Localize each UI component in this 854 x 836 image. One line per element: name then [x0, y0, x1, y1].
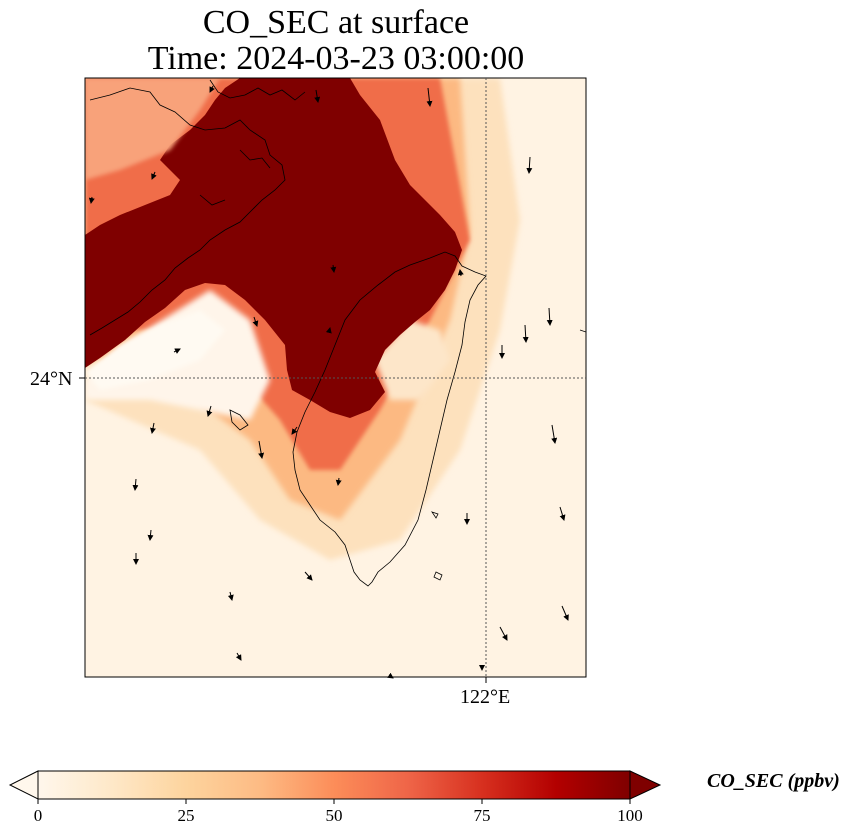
- wind-arrow: [227, 591, 234, 601]
- chart-title-line2: Time: 2024-03-23 03:00:00: [147, 40, 525, 77]
- wind-arrow: [314, 89, 321, 103]
- wind-arrow: [526, 156, 533, 174]
- wind-arrow: [330, 264, 337, 273]
- colorbar-extend-max: [629, 770, 662, 800]
- wind-arrow: [88, 196, 95, 204]
- mainland-coastline: [89, 87, 286, 336]
- wind-arrow: [457, 269, 464, 277]
- wind-arrow: [499, 626, 508, 641]
- colorbar: [8, 770, 662, 804]
- colorbar-tick-label: 50: [325, 806, 343, 825]
- wind-arrow: [173, 348, 181, 354]
- wind-arrow: [522, 324, 529, 343]
- wind-arrow: [258, 440, 265, 459]
- wind-arrow: [546, 307, 553, 326]
- wind-arrow: [132, 478, 139, 491]
- colorbar-tick-label: 100: [617, 806, 643, 825]
- wind-arrow: [387, 672, 394, 679]
- colorbar-label: CO_SEC (ppbv): [707, 770, 840, 792]
- wind-arrow: [426, 87, 433, 107]
- wind-arrow: [206, 405, 213, 417]
- chart-title-line1: CO_SEC at surface: [202, 4, 470, 41]
- map-plot: [79, 77, 587, 683]
- wind-arrow: [252, 316, 259, 327]
- colorbar-tick-label: 25: [177, 806, 195, 825]
- wind-arrow: [151, 171, 157, 180]
- wind-arrow: [209, 85, 215, 93]
- colorbar-gradient: [37, 770, 631, 800]
- taiwan-coastline: [292, 251, 487, 587]
- coastline: [89, 79, 586, 587]
- wind-arrow: [147, 529, 154, 541]
- wind-arrow: [325, 327, 332, 334]
- wind-arrow: [150, 422, 156, 434]
- wind-vectors: [88, 85, 569, 679]
- wind-arrow: [291, 426, 298, 435]
- wind-arrow: [304, 571, 313, 581]
- wind-arrow: [561, 605, 569, 621]
- wind-arrow: [235, 652, 242, 661]
- colorbar-extend-min: [8, 770, 39, 800]
- wind-arrow: [551, 424, 558, 444]
- lon-tick-label: 122°E: [460, 686, 511, 708]
- wind-arrow: [335, 477, 342, 486]
- colorbar-tick-label: 75: [473, 806, 491, 825]
- wind-arrow: [559, 506, 566, 521]
- colorbar-tick-label: 0: [33, 806, 43, 825]
- concentration-field: [85, 78, 586, 677]
- lat-tick-label: 24°N: [30, 368, 73, 390]
